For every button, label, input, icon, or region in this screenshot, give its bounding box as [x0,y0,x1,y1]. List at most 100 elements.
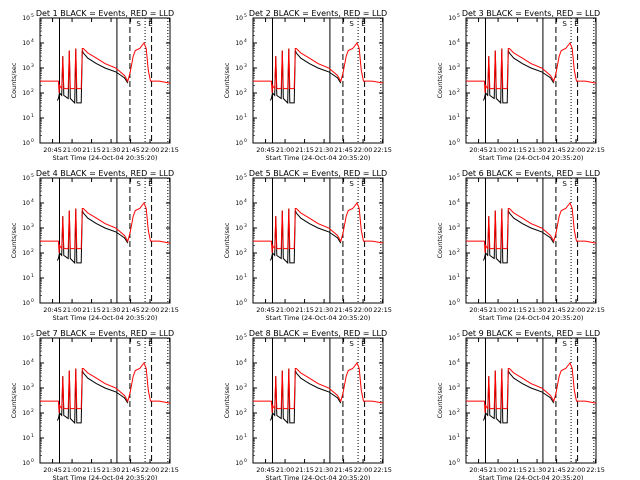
y-tick-exponent: 4 [457,358,460,364]
y-tick-label: 10 [448,175,456,182]
y-tick-exponent: 3 [244,383,247,389]
marker-label-E: E [148,20,152,28]
y-tick-exponent: 5 [244,173,247,179]
x-tick-label: 22:00 [141,466,160,474]
marker-label-E: E [361,340,365,348]
x-tick-label: 22:15 [160,146,179,154]
marker-label-S: S [562,340,567,348]
y-tick-label: 10 [22,15,30,22]
y-tick-label: 10 [448,90,456,97]
x-tick-label: 21:45 [334,466,353,474]
y-tick-exponent: 2 [31,88,34,94]
panel-title: Det 5 BLACK = Events, RED = LLD [249,169,387,178]
plot-frame [465,177,597,304]
y-tick-label: 10 [235,300,243,307]
x-tick-label: 21:15 [295,146,314,154]
x-tick-label: 21:45 [547,466,566,474]
x-tick-label: 20:45 [469,466,488,474]
y-tick-exponent: 2 [31,408,34,414]
plot-frame [252,337,384,464]
y-tick-label: 10 [448,115,456,122]
y-tick-label: 10 [235,175,243,182]
marker-label-S: S [136,20,141,28]
x-tick-label: 22:15 [586,146,605,154]
x-tick-label: 20:45 [256,146,275,154]
y-tick-exponent: 0 [31,458,34,464]
x-axis-label: Start Time (24-Oct-04 20:35:20) [266,154,371,162]
y-tick-exponent: 5 [457,173,460,179]
y-tick-label: 10 [235,115,243,122]
y-tick-exponent: 5 [244,333,247,339]
x-axis-label: Start Time (24-Oct-04 20:35:20) [479,154,584,162]
y-axis-label: Counts/sec [10,222,18,258]
y-tick-exponent: 5 [31,13,34,19]
x-tick-label: 20:45 [469,306,488,314]
y-tick-exponent: 1 [244,273,247,279]
y-axis-label: Counts/sec [436,382,444,418]
marker-label-S: S [136,180,141,188]
y-tick-label: 10 [235,385,243,392]
y-tick-exponent: 2 [244,88,247,94]
marker-label-E: E [574,180,578,188]
panel-title: Det 8 BLACK = Events, RED = LLD [249,329,387,338]
x-tick-label: 21:15 [508,306,527,314]
y-tick-exponent: 0 [31,298,34,304]
x-axis-label: Start Time (24-Oct-04 20:35:20) [266,314,371,322]
marker-label-E: E [361,20,365,28]
panel-title: Det 1 BLACK = Events, RED = LLD [36,9,174,18]
y-tick-exponent: 2 [244,248,247,254]
x-tick-label: 21:00 [489,466,508,474]
x-tick-label: 21:30 [315,306,334,314]
y-tick-exponent: 0 [244,138,247,144]
x-tick-label: 22:15 [586,466,605,474]
x-tick-label: 21:45 [334,306,353,314]
x-tick-label: 21:30 [315,466,334,474]
x-tick-label: 21:30 [102,146,121,154]
y-tick-label: 10 [22,460,30,467]
series-line-lld [466,362,596,414]
y-tick-label: 10 [22,200,30,207]
y-tick-exponent: 1 [457,273,460,279]
y-tick-label: 10 [448,410,456,417]
y-tick-exponent: 2 [457,88,460,94]
panel-title: Det 9 BLACK = Events, RED = LLD [462,329,600,338]
x-tick-label: 21:00 [276,466,295,474]
x-tick-label: 21:30 [102,306,121,314]
y-tick-exponent: 0 [31,138,34,144]
marker-label-S: S [136,340,141,348]
x-tick-label: 20:45 [43,466,62,474]
y-tick-exponent: 4 [457,38,460,44]
x-tick-label: 21:00 [276,146,295,154]
plot-frame [39,17,171,144]
x-tick-label: 22:00 [354,146,373,154]
x-tick-label: 21:15 [508,146,527,154]
x-tick-label: 22:15 [373,146,392,154]
y-tick-label: 10 [235,460,243,467]
y-tick-label: 10 [235,15,243,22]
x-tick-label: 22:00 [567,466,586,474]
panel-title: Det 2 BLACK = Events, RED = LLD [249,9,387,18]
x-tick-label: 22:15 [373,466,392,474]
y-tick-label: 10 [235,275,243,282]
series-line-lld [40,42,170,94]
marker-label-E: E [361,180,365,188]
y-tick-label: 10 [22,90,30,97]
y-tick-label: 10 [235,435,243,442]
plot-frame [39,337,171,464]
y-tick-label: 10 [235,200,243,207]
x-tick-label: 21:15 [82,146,101,154]
y-tick-label: 10 [22,65,30,72]
y-tick-label: 10 [235,250,243,257]
y-tick-label: 10 [235,335,243,342]
x-tick-label: 21:30 [315,146,334,154]
x-tick-label: 20:45 [256,306,275,314]
x-tick-label: 22:15 [160,306,179,314]
series-line-lld [253,362,383,414]
